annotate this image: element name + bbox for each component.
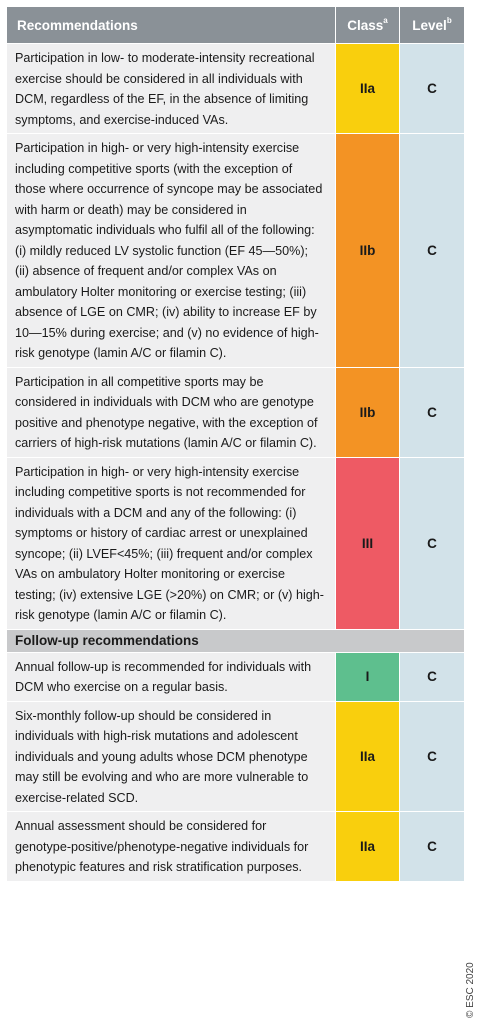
table-row: Annual assessment should be considered f…	[6, 811, 465, 882]
recommendation-text: Annual assessment should be considered f…	[6, 811, 336, 882]
recommendation-text: Participation in high- or very high-inte…	[6, 133, 336, 368]
table-row: Participation in high- or very high-inte…	[6, 456, 465, 630]
section-title: Follow-up recommendations	[6, 628, 465, 653]
level-value: C	[399, 456, 465, 630]
level-value: C	[399, 366, 465, 458]
recommendation-text: Participation in high- or very high-inte…	[6, 456, 336, 630]
table-row: Annual follow-up is recommended for indi…	[6, 651, 465, 702]
copyright-notice: © ESC 2020	[465, 962, 476, 1018]
header-level: Levelb	[399, 6, 465, 44]
table-row: Participation in all competitive sports …	[6, 366, 465, 458]
level-value: C	[399, 700, 465, 812]
table-row: Participation in high- or very high-inte…	[6, 133, 465, 368]
level-value: C	[399, 651, 465, 702]
level-value: C	[399, 133, 465, 368]
recommendations-table: Recommendations Classa Levelb Participat…	[6, 6, 465, 882]
class-badge: IIb	[335, 366, 400, 458]
table-row: Participation in low- to moderate-intens…	[6, 43, 465, 134]
header-class: Classa	[335, 6, 400, 44]
recommendation-text: Annual follow-up is recommended for indi…	[6, 651, 336, 702]
section-header-row: Follow-up recommendations	[6, 628, 465, 653]
header-recommendations: Recommendations	[6, 6, 336, 44]
recommendation-text: Participation in low- to moderate-intens…	[6, 43, 336, 134]
recommendation-text: Participation in all competitive sports …	[6, 366, 336, 458]
class-badge: IIa	[335, 700, 400, 812]
class-badge: IIb	[335, 133, 400, 368]
header-level-footnote: b	[446, 15, 452, 25]
level-value: C	[399, 811, 465, 882]
class-badge: I	[335, 651, 400, 702]
class-badge: IIa	[335, 43, 400, 134]
table-row: Six-monthly follow-up should be consider…	[6, 700, 465, 812]
class-badge: IIa	[335, 811, 400, 882]
level-value: C	[399, 43, 465, 134]
table-header-row: Recommendations Classa Levelb	[6, 6, 465, 44]
header-class-footnote: a	[383, 15, 388, 25]
class-badge: III	[335, 456, 400, 630]
recommendation-text: Six-monthly follow-up should be consider…	[6, 700, 336, 812]
